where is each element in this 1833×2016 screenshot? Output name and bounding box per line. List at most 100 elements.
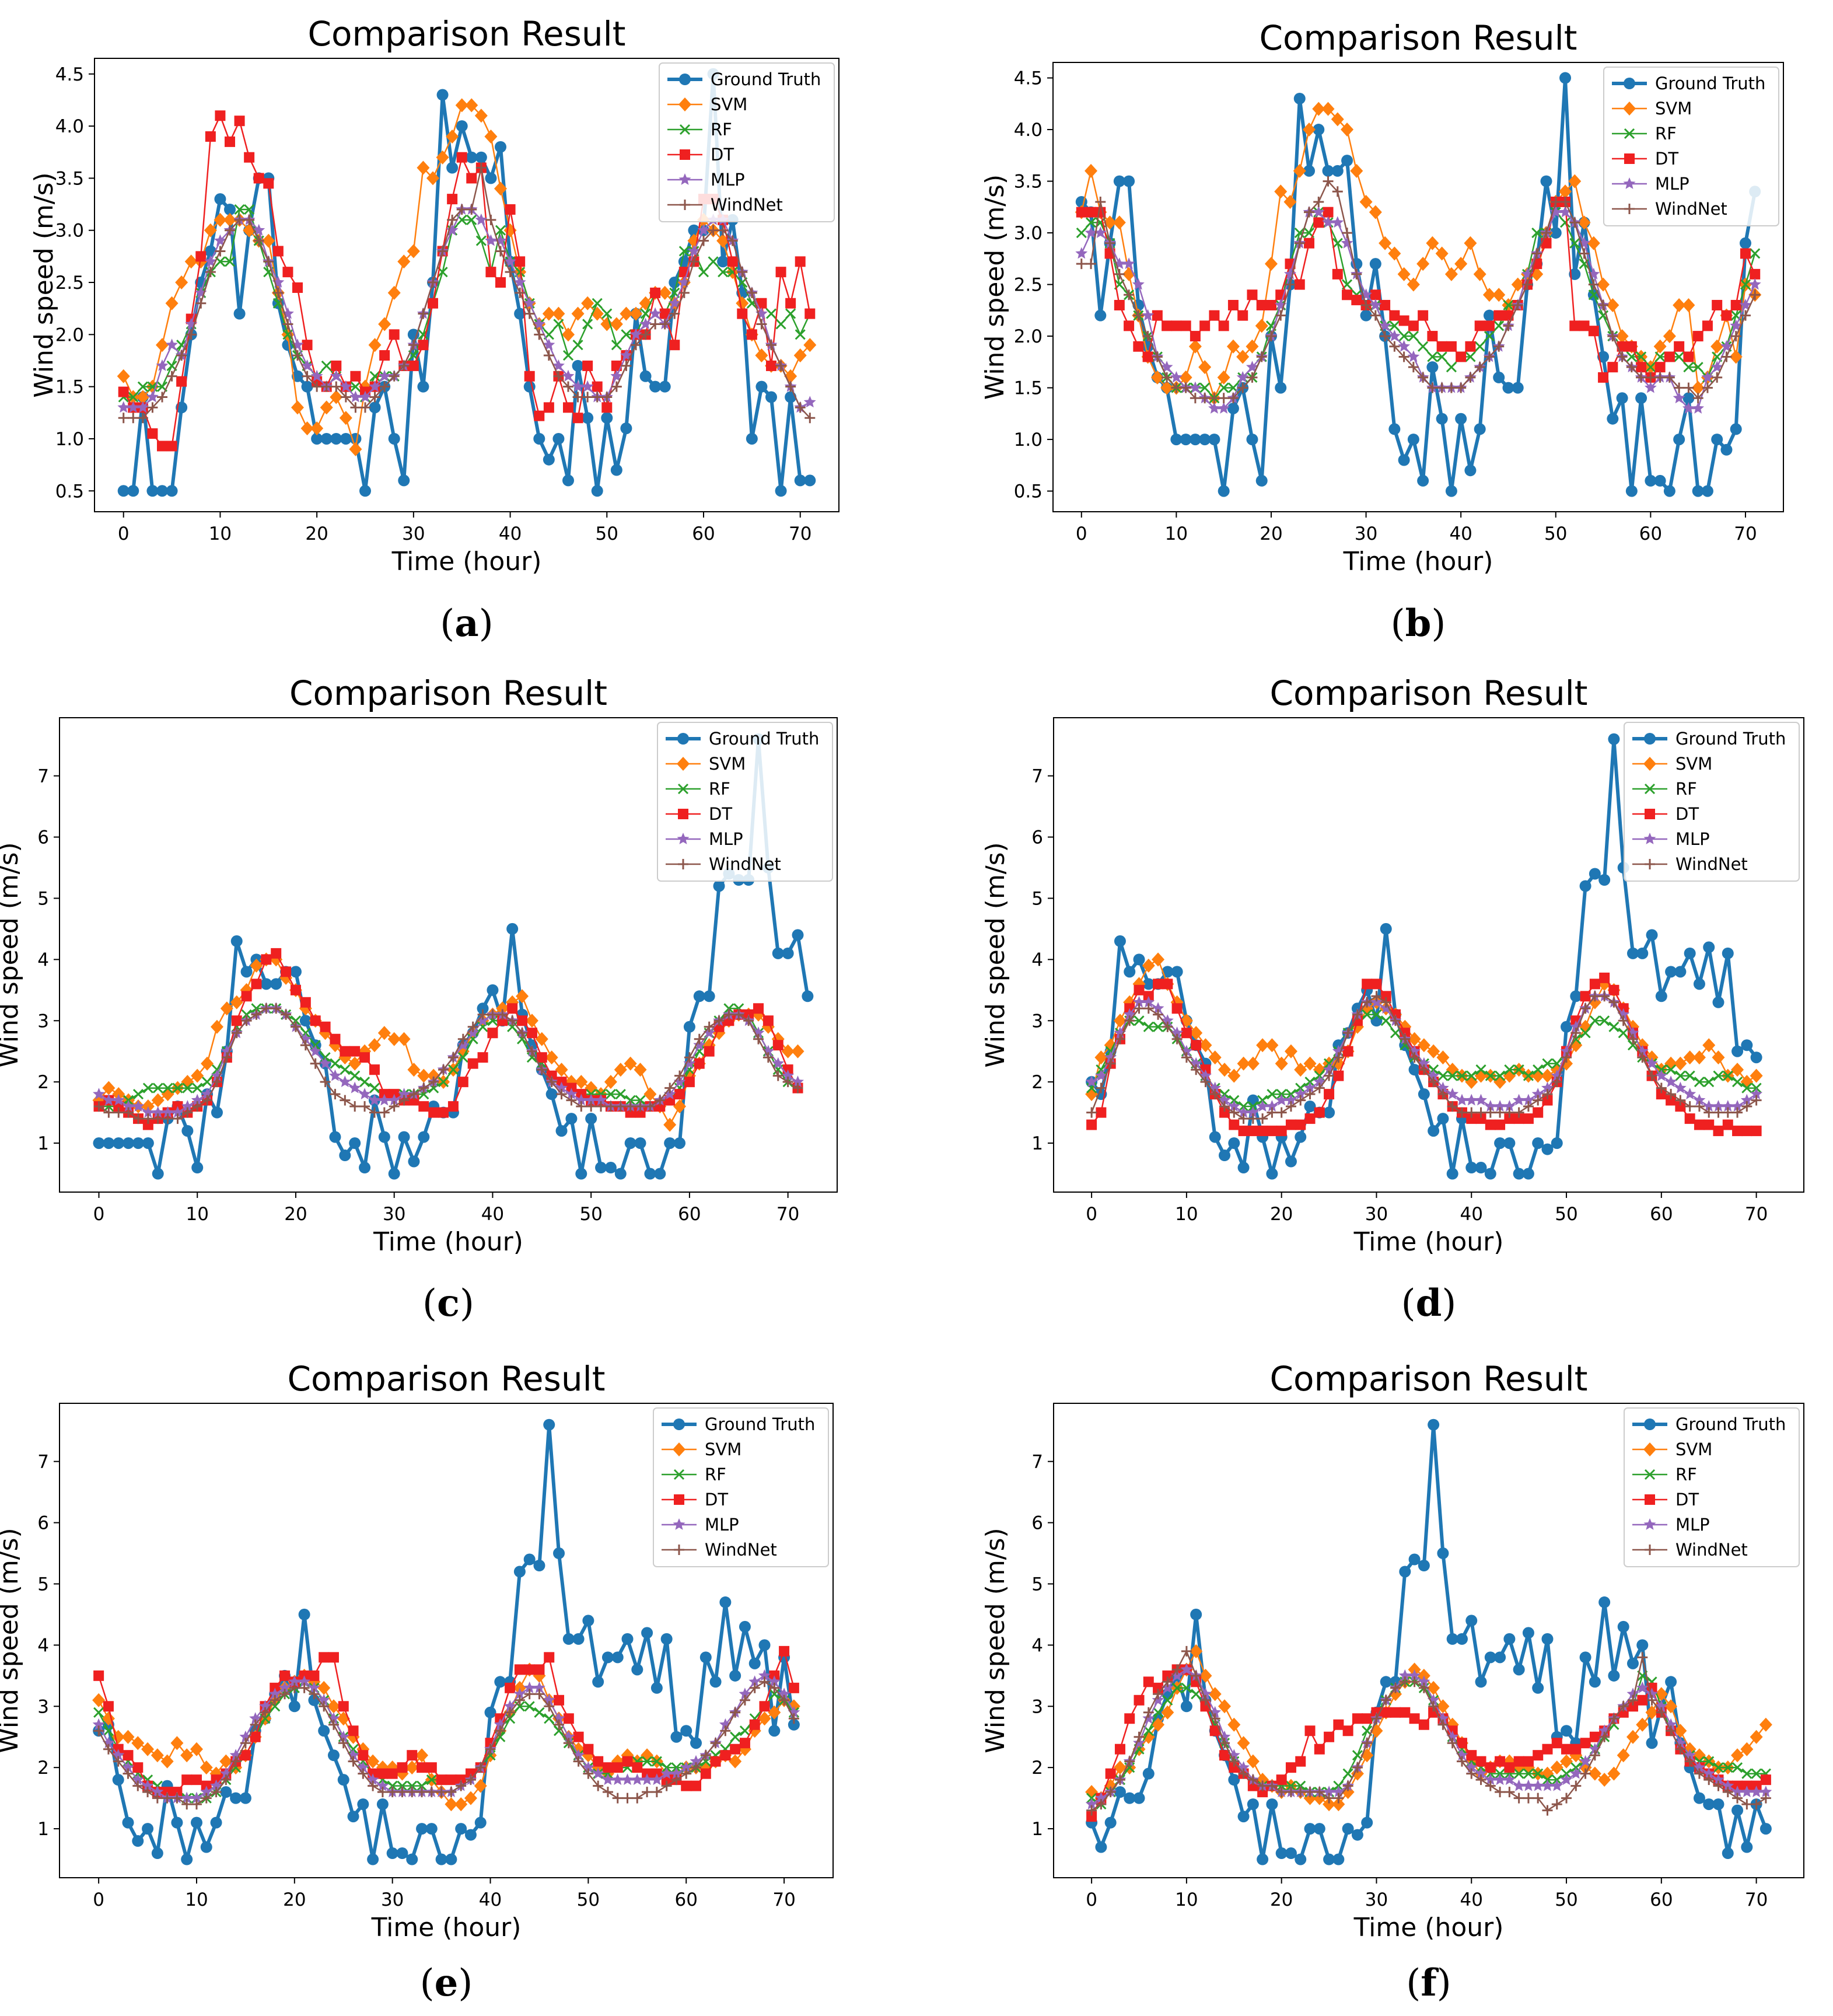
data-point-mlp xyxy=(172,1106,184,1118)
data-point-rf xyxy=(730,1731,741,1742)
data-point-windnet xyxy=(1703,1107,1715,1118)
data-point-windnet xyxy=(1314,1787,1325,1798)
data-point-windnet xyxy=(1608,997,1619,1008)
data-point-ground-truth xyxy=(1323,1853,1335,1865)
legend-label: SVM xyxy=(1675,754,1712,774)
data-point-ground-truth xyxy=(1712,1798,1724,1811)
data-point-windnet xyxy=(1550,196,1561,207)
data-point-ground-truth xyxy=(1257,1853,1269,1865)
legend-label: WindNet xyxy=(705,1540,777,1560)
data-point-ground-truth xyxy=(772,947,784,959)
y-tick-label: 1.0 xyxy=(1014,429,1043,450)
data-point-windnet xyxy=(1380,1694,1391,1706)
data-point-windnet xyxy=(1209,1713,1220,1724)
data-point-svm xyxy=(1275,1056,1288,1071)
data-point-mlp xyxy=(1284,267,1296,279)
data-point-svm xyxy=(1674,1724,1687,1738)
data-point-ground-truth xyxy=(1684,947,1696,959)
data-point-dt xyxy=(1485,1762,1496,1773)
data-point-rf xyxy=(1750,248,1761,259)
data-point-svm xyxy=(1729,350,1743,364)
data-point-rf xyxy=(1740,279,1751,290)
data-point-windnet xyxy=(592,392,603,403)
data-point-ground-truth xyxy=(1493,371,1505,383)
data-point-svm xyxy=(262,233,275,248)
data-point-ground-truth xyxy=(464,1829,477,1841)
data-point-windnet xyxy=(157,392,167,403)
data-point-mlp xyxy=(181,1100,194,1112)
data-point-svm xyxy=(136,390,149,404)
x-tick-label: 70 xyxy=(1745,1204,1768,1225)
data-point-windnet xyxy=(368,1780,379,1791)
data-point-rf xyxy=(651,1756,662,1767)
data-point-windnet xyxy=(1408,362,1419,373)
data-point-mlp xyxy=(1180,1044,1193,1057)
data-point-dt xyxy=(1504,1762,1515,1773)
data-point-dt xyxy=(1285,1119,1296,1130)
data-point-dt xyxy=(1143,1676,1154,1687)
data-point-windnet xyxy=(1371,991,1382,1002)
series-line-windnet xyxy=(1091,1650,1766,1811)
data-point-windnet xyxy=(312,381,323,392)
data-point-dt xyxy=(1171,1003,1183,1014)
data-point-windnet xyxy=(1142,331,1153,342)
data-point-windnet xyxy=(1551,1077,1562,1088)
data-point-dt xyxy=(1237,310,1248,321)
data-point-windnet xyxy=(456,1780,467,1791)
legend-marker xyxy=(1624,204,1635,214)
data-point-dt xyxy=(477,1052,488,1063)
data-point-windnet xyxy=(1484,351,1495,362)
data-point-dt xyxy=(1370,289,1381,301)
data-point-mlp xyxy=(102,1093,115,1106)
data-point-mlp xyxy=(475,213,488,225)
data-point-ground-truth xyxy=(398,474,410,487)
data-point-windnet xyxy=(625,1101,636,1112)
legend-entry-mlp: MLP xyxy=(1612,174,1689,194)
data-point-mlp xyxy=(221,1044,233,1057)
data-point-ground-truth xyxy=(1170,434,1183,446)
data-point-dt xyxy=(387,1768,398,1779)
data-point-ground-truth xyxy=(624,1137,636,1149)
data-point-rf xyxy=(544,1713,555,1724)
data-point-windnet xyxy=(704,1021,715,1032)
legend-label: DT xyxy=(711,145,734,165)
data-point-ground-truth xyxy=(1247,1798,1259,1811)
data-point-mlp xyxy=(610,369,623,382)
data-point-dt xyxy=(1324,1089,1335,1100)
data-point-mlp xyxy=(688,244,700,257)
data-point-rf xyxy=(495,225,506,236)
data-point-svm xyxy=(525,1014,538,1028)
data-point-ground-truth xyxy=(1275,382,1287,394)
data-point-rf xyxy=(1085,217,1097,228)
data-point-windnet xyxy=(292,350,303,361)
legend-marker xyxy=(678,859,688,869)
data-point-svm xyxy=(1152,952,1165,967)
data-point-ground-truth xyxy=(1209,1131,1221,1143)
data-point-ground-truth xyxy=(260,978,272,990)
data-point-windnet xyxy=(379,1107,390,1118)
data-point-ground-truth xyxy=(1579,1651,1591,1664)
data-point-ground-truth xyxy=(1474,423,1486,435)
data-point-mlp xyxy=(1323,1063,1335,1075)
data-point-ground-truth xyxy=(1293,92,1306,104)
data-point-svm xyxy=(1617,1748,1630,1763)
legend-label: MLP xyxy=(709,829,743,849)
data-point-ground-truth xyxy=(592,1676,604,1688)
axes-frame xyxy=(94,58,839,512)
data-point-windnet xyxy=(1466,1107,1477,1118)
data-point-dt xyxy=(290,984,301,995)
data-point-rf xyxy=(582,319,593,330)
data-point-dt xyxy=(1523,1756,1534,1767)
data-point-svm xyxy=(1750,1730,1763,1744)
data-point-windnet xyxy=(418,1082,429,1093)
data-point-svm xyxy=(1350,163,1363,178)
data-point-dt xyxy=(1541,237,1552,249)
y-tick-label: 4.5 xyxy=(55,64,84,85)
data-point-ground-truth xyxy=(1246,434,1258,446)
data-point-windnet xyxy=(1607,331,1618,342)
data-point-dt xyxy=(251,979,262,990)
data-point-windnet xyxy=(1333,1793,1344,1804)
data-point-rf xyxy=(1504,1064,1515,1075)
